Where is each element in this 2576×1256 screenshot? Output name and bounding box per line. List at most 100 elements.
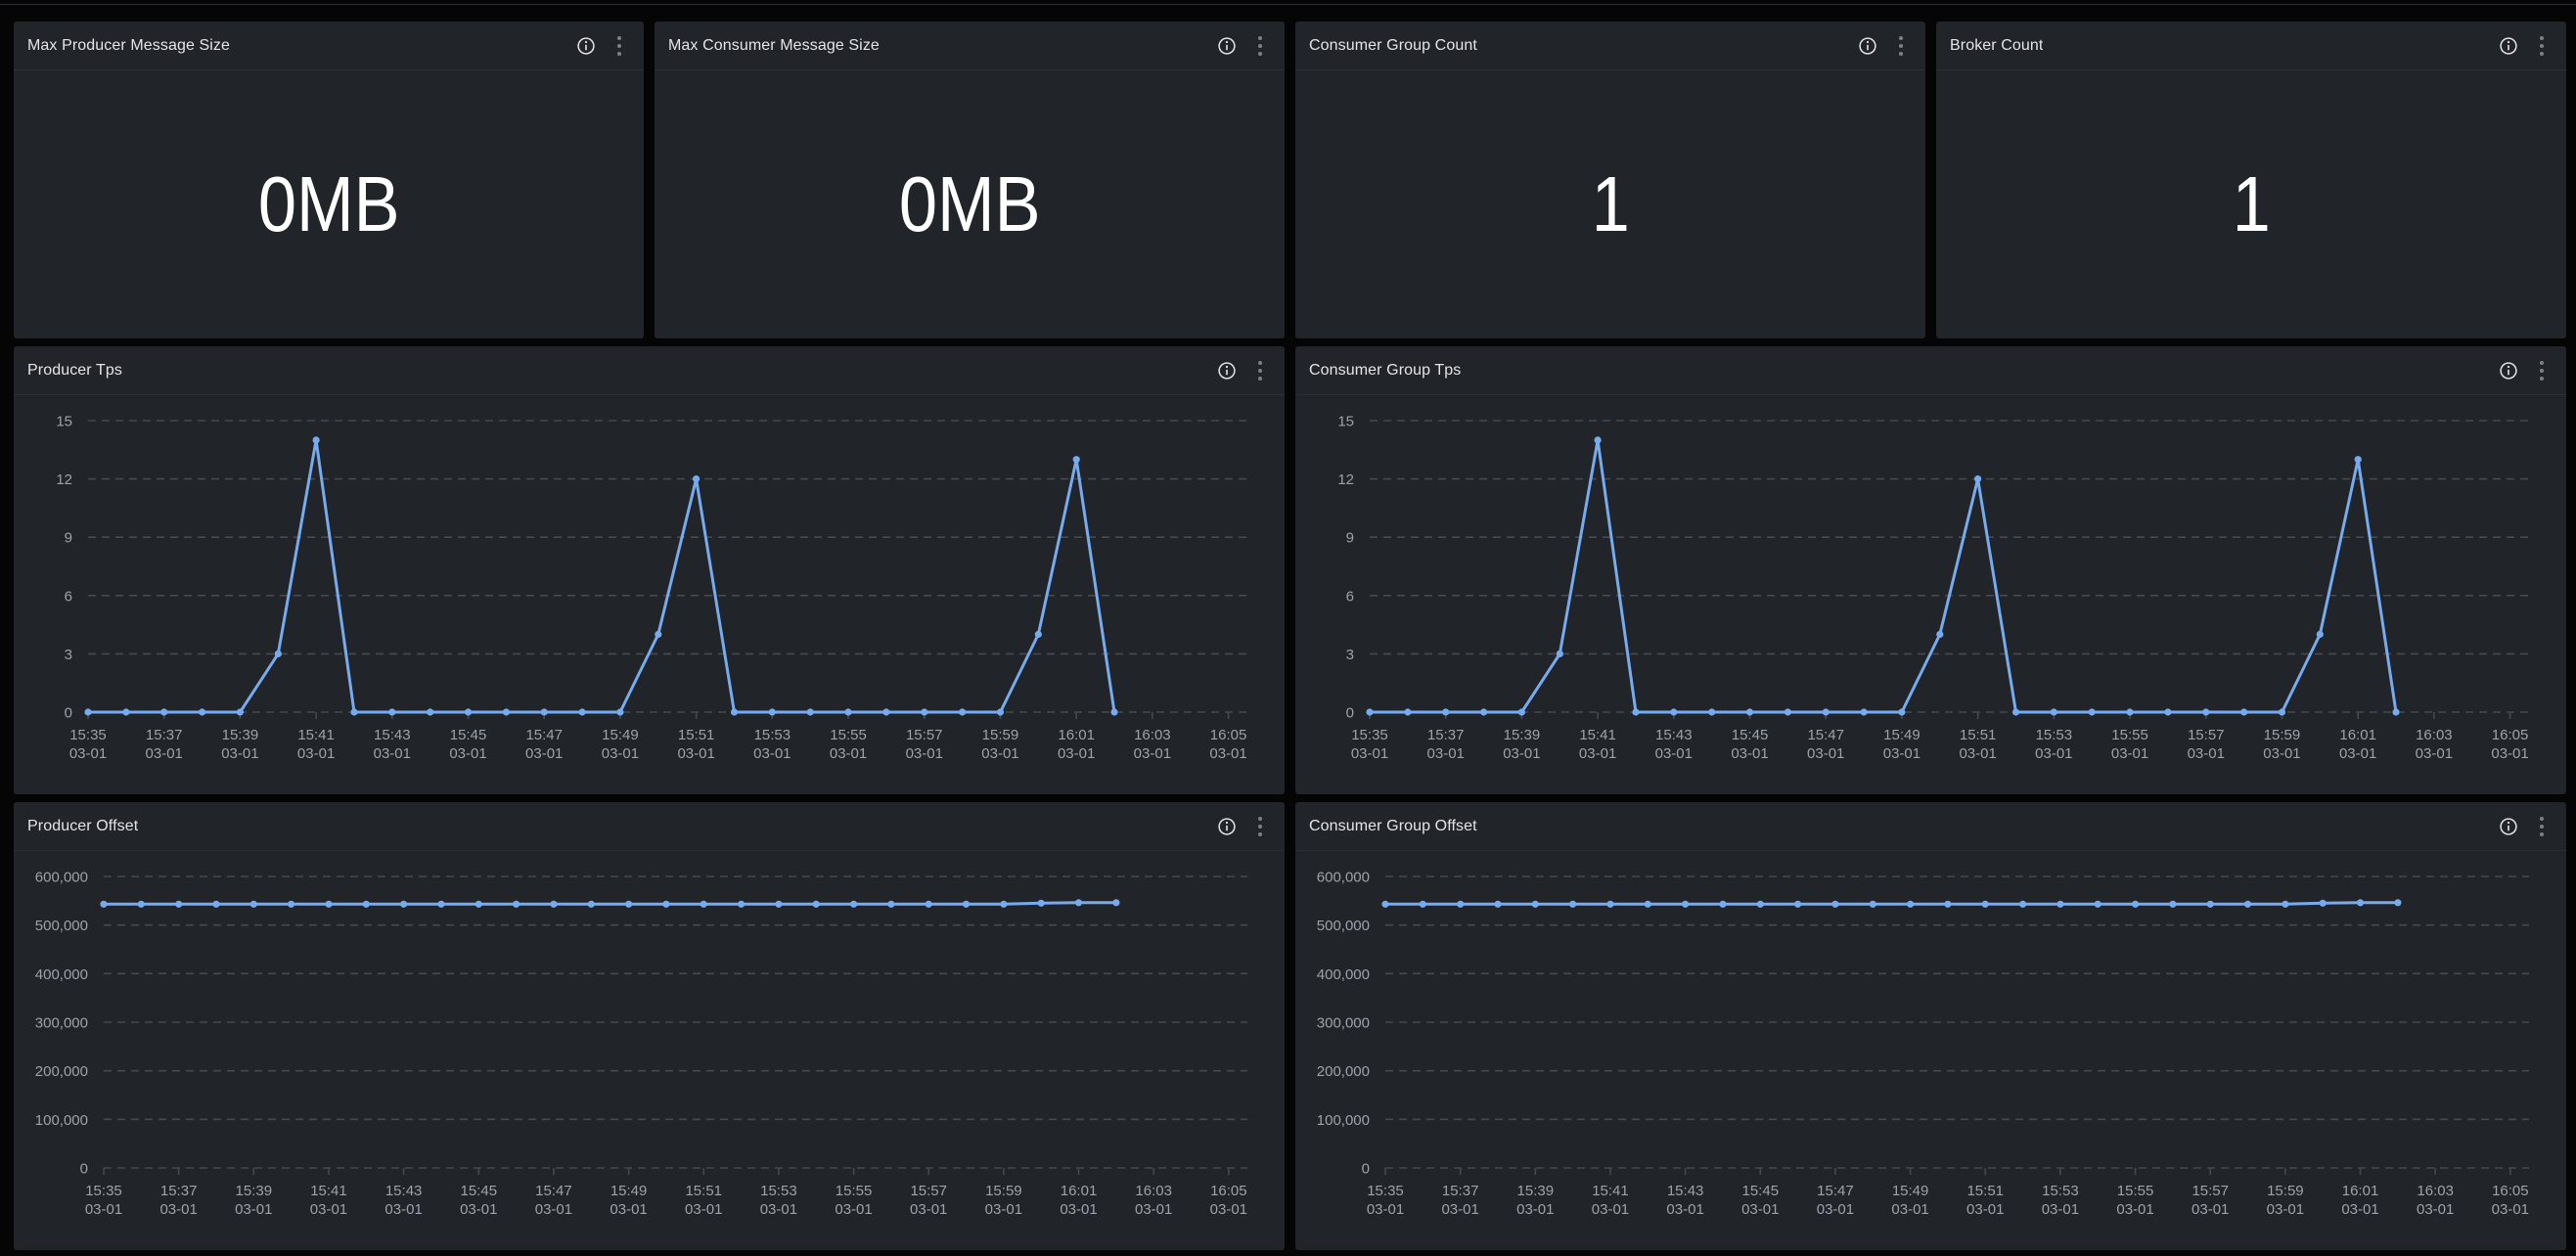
svg-text:15:41: 15:41 [1579,727,1616,743]
svg-text:03-01: 03-01 [1441,1201,1478,1218]
panel-title[interactable]: Consumer Group Tps [1309,361,1462,379]
info-icon[interactable] [1214,33,1240,59]
svg-text:15:59: 15:59 [985,1183,1022,1199]
stat-body: 1 [1295,70,1925,338]
svg-text:400,000: 400,000 [1317,966,1370,983]
svg-text:03-01: 03-01 [525,745,563,762]
svg-text:15:37: 15:37 [1427,727,1465,743]
svg-text:03-01: 03-01 [449,745,486,762]
svg-text:15:51: 15:51 [1966,1183,2004,1199]
kebab-menu-icon[interactable] [1247,33,1273,59]
svg-text:15:43: 15:43 [385,1183,423,1199]
svg-text:03-01: 03-01 [1731,745,1768,762]
svg-text:200,000: 200,000 [35,1063,88,1080]
svg-text:03-01: 03-01 [981,745,1018,762]
svg-text:03-01: 03-01 [1959,745,1996,762]
svg-text:0: 0 [80,1161,88,1178]
svg-text:03-01: 03-01 [1134,745,1171,762]
svg-text:15:49: 15:49 [610,1183,648,1199]
svg-text:03-01: 03-01 [384,1201,422,1218]
svg-text:16:05: 16:05 [2492,727,2529,743]
svg-text:03-01: 03-01 [1741,1201,1779,1218]
kebab-menu-icon[interactable] [2529,814,2554,839]
kebab-menu-icon[interactable] [2529,33,2554,59]
svg-text:15:39: 15:39 [236,1183,273,1199]
svg-text:15:59: 15:59 [982,727,1019,743]
stat-value: 0MB [898,160,1041,247]
panel-title[interactable]: Max Consumer Message Size [668,36,880,54]
kebab-menu-icon[interactable] [2529,358,2554,383]
svg-text:03-01: 03-01 [1966,1201,2004,1218]
panel-header: Consumer Group Offset [1295,802,2566,851]
svg-text:16:03: 16:03 [1134,727,1171,743]
svg-text:03-01: 03-01 [1817,1201,1854,1218]
svg-text:500,000: 500,000 [35,918,88,934]
svg-text:03-01: 03-01 [1666,1201,1703,1218]
info-icon[interactable] [1214,358,1240,383]
svg-text:03-01: 03-01 [2263,745,2300,762]
stat-body: 0MB [14,70,644,338]
svg-text:12: 12 [1337,471,1354,488]
svg-text:15:45: 15:45 [461,1183,498,1199]
producer-offset-chart[interactable]: 0 100,000 200,000 300,000 400,000 500,000 600,… [14,851,1285,1250]
svg-text:15:49: 15:49 [602,727,639,743]
info-icon[interactable] [573,33,599,59]
kebab-menu-icon[interactable] [1247,814,1273,839]
svg-text:15:53: 15:53 [2036,727,2073,743]
svg-text:03-01: 03-01 [1210,1201,1247,1218]
info-icon[interactable] [2496,814,2521,839]
svg-text:03-01: 03-01 [1592,1201,1629,1218]
svg-text:15:57: 15:57 [910,1183,947,1199]
consumer-group-tps-chart[interactable]: 0 3 6 9 12 15 15:35 03-01 15:37 03-01 15:39 03-01 15… [1295,395,2566,794]
panel-title[interactable]: Consumer Group Offset [1309,817,1477,834]
panel-title[interactable]: Producer Offset [27,817,139,834]
svg-text:0: 0 [1362,1161,1370,1178]
stat-value: 1 [2232,160,2271,247]
svg-text:15:57: 15:57 [906,727,943,743]
info-icon[interactable] [1855,33,1880,59]
svg-text:03-01: 03-01 [535,1201,572,1218]
panel-title[interactable]: Consumer Group Count [1309,36,1477,54]
svg-text:03-01: 03-01 [235,1201,272,1218]
svg-text:9: 9 [1346,530,1354,547]
svg-text:15:51: 15:51 [678,727,715,743]
kebab-menu-icon[interactable] [1247,358,1273,383]
svg-text:300,000: 300,000 [1317,1015,1370,1032]
kebab-menu-icon[interactable] [1888,33,1914,59]
svg-text:15:49: 15:49 [1883,727,1921,743]
svg-text:03-01: 03-01 [602,745,639,762]
svg-text:03-01: 03-01 [2116,1201,2153,1218]
panel-title[interactable]: Broker Count [1950,36,2044,54]
svg-text:15:53: 15:53 [2042,1183,2079,1199]
svg-text:15:45: 15:45 [1742,1183,1780,1199]
svg-text:03-01: 03-01 [2492,1201,2529,1218]
svg-text:15:59: 15:59 [2267,1183,2304,1199]
svg-text:15:35: 15:35 [85,1183,122,1199]
panel-producer-tps: Producer Tps 0 3 6 9 12 15 15:35 03-01 15:37 03-0… [14,346,1285,794]
consumer-group-offset-chart[interactable]: 0 100,000 200,000 300,000 400,000 500,000 600,… [1295,851,2566,1250]
svg-text:03-01: 03-01 [1883,745,1921,762]
svg-text:16:03: 16:03 [2416,727,2453,743]
svg-text:15:39: 15:39 [222,727,259,743]
svg-text:15:47: 15:47 [525,727,563,743]
svg-text:03-01: 03-01 [2417,1201,2454,1218]
svg-text:16:03: 16:03 [1135,1183,1172,1199]
panel-header: Broker Count [1936,22,2566,70]
svg-text:03-01: 03-01 [685,1201,722,1218]
panel-title[interactable]: Producer Tps [27,361,122,379]
info-icon[interactable] [1214,814,1240,839]
svg-text:15:57: 15:57 [2188,727,2225,743]
svg-text:100,000: 100,000 [35,1112,88,1129]
info-icon[interactable] [2496,33,2521,59]
kebab-menu-icon[interactable] [607,33,632,59]
panel-title[interactable]: Max Producer Message Size [27,36,231,54]
svg-text:15:55: 15:55 [830,727,867,743]
svg-text:16:05: 16:05 [2492,1183,2529,1199]
svg-text:15:45: 15:45 [1732,727,1769,743]
producer-tps-chart[interactable]: 0 3 6 9 12 15 15:35 03-01 15:37 03-01 15:39 03-01 15… [14,395,1285,794]
svg-text:03-01: 03-01 [1209,745,1246,762]
svg-text:03-01: 03-01 [1655,745,1693,762]
svg-text:15:39: 15:39 [1517,1183,1555,1199]
svg-text:15:41: 15:41 [310,1183,347,1199]
info-icon[interactable] [2496,358,2521,383]
